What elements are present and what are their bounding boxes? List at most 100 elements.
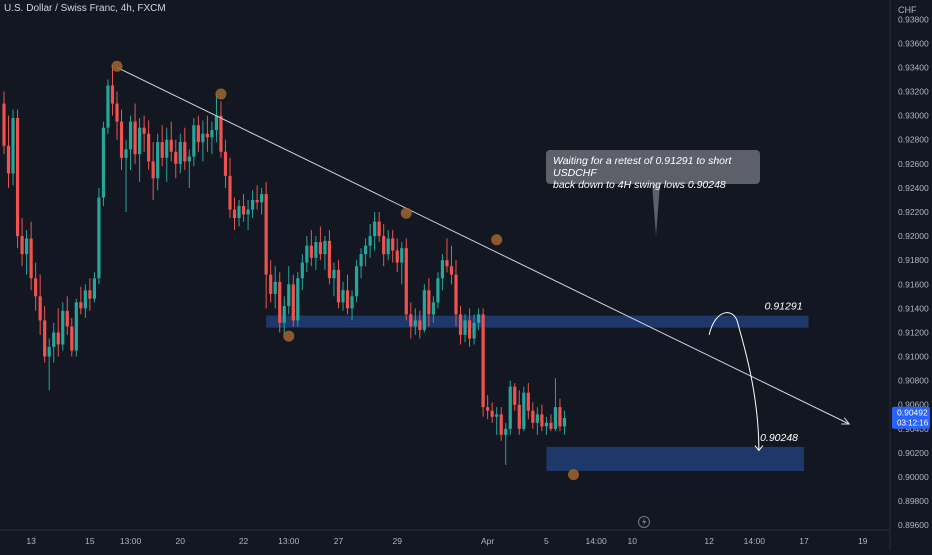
swing-marker[interactable] (215, 88, 227, 100)
candle-body (535, 414, 539, 423)
candle (454, 260, 458, 327)
price-tick-label: 0.93200 (898, 87, 929, 97)
candle (422, 284, 426, 333)
candle-body (201, 133, 205, 143)
time-tick-label: 13:00 (278, 536, 300, 546)
candle (251, 190, 255, 219)
price-axis[interactable]: 0.93800 0.93600 0.93400 0.93200 0.93000 0.928… (898, 14, 929, 530)
candle-body (531, 410, 535, 423)
symbol-title: U.S. Dollar / Swiss Franc, 4h, FXCM (4, 3, 166, 14)
candle-body (255, 199, 259, 203)
candle-body (192, 125, 196, 157)
candle-body (34, 278, 38, 297)
candle-body (196, 125, 200, 143)
candle-body (83, 290, 87, 309)
swing-marker[interactable] (400, 207, 412, 219)
annotation-line-2: back down to 4H swing lows 0.90248 (553, 179, 726, 191)
candle (196, 115, 200, 152)
price-axis-label: CHF (898, 5, 917, 15)
current-price-value: 0.90492 (897, 408, 928, 418)
candle (400, 242, 404, 285)
candle (88, 278, 92, 311)
price-tick-label: 0.91000 (898, 352, 929, 362)
candle-body (124, 149, 128, 158)
candle-body (477, 314, 481, 323)
zones-layer: 0.91291 0.90248 (266, 301, 809, 471)
projection-path[interactable] (708, 312, 760, 451)
swing-marker[interactable] (491, 234, 503, 246)
swing-marker[interactable] (111, 60, 123, 72)
trendline[interactable] (116, 67, 850, 425)
candle-body (165, 139, 169, 158)
overlay-layer (111, 60, 851, 481)
zone-1[interactable] (546, 446, 805, 471)
candle (124, 139, 128, 212)
candle (486, 395, 490, 420)
swing-marker[interactable] (283, 330, 295, 342)
candle-body (422, 290, 426, 331)
candle-body (56, 332, 60, 345)
candle (6, 115, 11, 188)
time-tick-label: 19 (858, 536, 868, 546)
candle (413, 308, 417, 335)
candle (169, 121, 173, 162)
annotation-line-1: Waiting for a retest of 0.91291 to short… (553, 155, 732, 179)
lightning-icon[interactable] (638, 516, 650, 528)
time-tick-label: 10 (628, 536, 638, 546)
candle (273, 266, 277, 309)
swing-marker[interactable] (568, 469, 580, 481)
candle-body (558, 407, 562, 427)
candle (481, 308, 485, 417)
price-tick-label: 0.93800 (898, 14, 929, 24)
time-tick-label: 20 (176, 536, 186, 546)
candle (558, 398, 562, 432)
candle-body (219, 115, 223, 152)
candle-body (147, 133, 151, 162)
zone-0[interactable] (266, 315, 809, 328)
zone-label-1: 0.90248 (760, 432, 798, 444)
candle (418, 310, 422, 339)
candle (345, 274, 350, 315)
time-axis[interactable]: 13 15 13:00 20 22 13:00 27 29 Apr 5 14:00 10 12 14:00… (26, 536, 867, 546)
annotation-callout[interactable]: Waiting for a retest of 0.91291 to short… (546, 150, 760, 191)
candle-body (11, 118, 15, 174)
candle (187, 149, 191, 188)
candle (278, 272, 282, 333)
candle-body (553, 407, 558, 429)
candle (332, 262, 336, 297)
candle (431, 296, 435, 323)
candle (115, 91, 119, 140)
candle (147, 120, 151, 170)
candle-body (309, 245, 313, 258)
candle-body (508, 386, 512, 429)
candle (382, 224, 386, 267)
candle-body (79, 302, 83, 309)
candle-body (544, 422, 548, 427)
candle-body (481, 314, 485, 408)
time-tick-label: 17 (799, 536, 809, 546)
current-price-badge: 0.90492 03:12:16 (892, 406, 930, 429)
candle-body (463, 320, 467, 335)
time-tick-label: 29 (393, 536, 403, 546)
candle (74, 298, 78, 357)
candle-body (364, 245, 368, 255)
candle (436, 272, 440, 309)
candle-body (156, 142, 160, 179)
candle (522, 386, 526, 432)
candle (269, 260, 273, 303)
price-tick-label: 0.90000 (898, 472, 929, 482)
candle (232, 197, 237, 231)
candle-body (413, 320, 417, 327)
candle (449, 245, 454, 285)
candle (223, 139, 228, 188)
price-tick-label: 0.92800 (898, 135, 929, 145)
candle-body (278, 281, 282, 323)
candle-body (241, 205, 246, 215)
candle-body (74, 302, 78, 351)
candle (38, 274, 42, 335)
candle-body (350, 296, 354, 309)
candle (296, 272, 300, 327)
price-tick-label: 0.91800 (898, 255, 929, 265)
